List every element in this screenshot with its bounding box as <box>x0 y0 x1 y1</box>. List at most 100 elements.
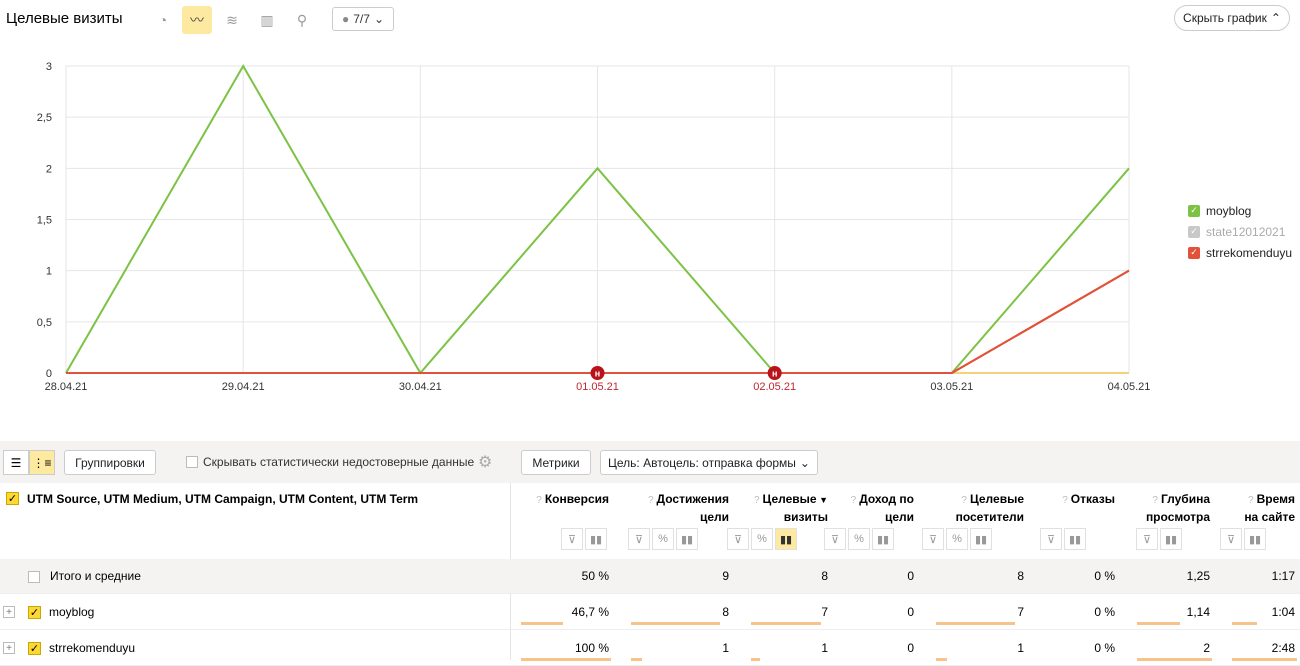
table-row[interactable]: + ✓ strrekomenduyu 100 % 1 1 0 1 0 % 2 2:48 <box>0 631 1300 666</box>
map-pin-icon[interactable]: ⚲ <box>296 11 308 28</box>
line-chart-icon[interactable]: 〰 <box>182 6 212 34</box>
column-header[interactable]: ? Доход по цели <box>851 491 914 525</box>
metric-cell: 1:17 <box>1271 569 1295 583</box>
help-icon[interactable]: ? <box>753 495 760 506</box>
funnel-icon[interactable]: ⊽ <box>1040 528 1062 550</box>
funnel-icon[interactable]: ⊽ <box>628 528 650 550</box>
percent-icon[interactable]: % <box>848 528 870 550</box>
chart-icon[interactable]: ▮▮ <box>1160 528 1182 550</box>
expand-icon[interactable]: + <box>3 642 15 654</box>
funnel-icon[interactable]: ⊽ <box>824 528 846 550</box>
metric-bar <box>1232 622 1258 625</box>
table-toolbar: ☰ ⋮≡ Группировки Скрывать статистически … <box>0 441 1300 483</box>
help-icon[interactable]: ? <box>1152 495 1158 506</box>
help-icon[interactable]: ? <box>536 495 542 506</box>
metric-bar <box>521 622 564 625</box>
funnel-icon[interactable]: ⊽ <box>922 528 944 550</box>
x-tick-label: 04.05.21 <box>1108 381 1151 393</box>
tree-view-button[interactable]: ⋮≡ <box>29 450 55 475</box>
list-view-button[interactable]: ☰ <box>3 450 29 475</box>
chart-icon[interactable]: ▮▮ <box>1064 528 1086 550</box>
column-header[interactable]: ? Время на сайте <box>1244 491 1295 525</box>
metric-cell: 1,14 <box>1186 605 1210 619</box>
column-header-label: Целевые <box>762 492 817 506</box>
chart-icon[interactable]: ▮▮ <box>872 528 894 550</box>
x-tick-label: 03.05.21 <box>930 381 973 393</box>
chart-icon[interactable]: ▮▮ <box>970 528 992 550</box>
hide-chart-button[interactable]: Скрыть график ⌃ <box>1174 5 1290 31</box>
metric-cell: 1:04 <box>1271 605 1295 619</box>
funnel-icon[interactable]: ⊽ <box>727 528 749 550</box>
metric-cell: 100 % <box>574 641 609 655</box>
metric-cell: 9 <box>722 569 729 583</box>
column-header-label: цели <box>699 510 729 524</box>
pie-chart-icon[interactable]: ◔ <box>158 12 168 28</box>
column-header-label: визиты <box>783 510 828 524</box>
chevron-down-icon: ⌄ <box>799 455 810 470</box>
column-header[interactable]: ? Достижения цели <box>648 491 729 525</box>
help-icon[interactable]: ? <box>961 495 967 506</box>
column-header[interactable]: ? Целевые посетители <box>956 491 1024 525</box>
hide-unreliable-checkbox[interactable]: Скрывать статистически недостоверные дан… <box>186 455 474 469</box>
area-chart-icon[interactable]: ≋ <box>226 11 238 28</box>
column-header-label: Глубина <box>1160 492 1210 506</box>
metric-cell: 1 <box>1017 641 1024 655</box>
row-checkbox[interactable] <box>28 571 40 583</box>
column-header-label: Время <box>1256 492 1295 506</box>
percent-icon[interactable]: % <box>751 528 773 550</box>
holiday-marker <box>767 366 782 380</box>
y-tick-label: 0 <box>46 368 52 380</box>
hide-unreliable-label: Скрывать статистически недостоверные дан… <box>203 455 475 469</box>
x-tick-label: 01.05.21 <box>576 381 619 393</box>
column-header-label: Целевые <box>969 492 1024 506</box>
expand-icon[interactable]: + <box>3 606 15 618</box>
y-tick-label: 2,5 <box>37 112 52 124</box>
row-checkbox[interactable]: ✓ <box>28 605 41 619</box>
column-header-label: на сайте <box>1244 510 1295 524</box>
metric-cell: 7 <box>821 605 828 619</box>
checkbox-icon: ✓ <box>1188 204 1200 217</box>
chart-icon[interactable]: ▮▮ <box>676 528 698 550</box>
help-icon[interactable]: ? <box>1248 495 1254 506</box>
chart-icon[interactable]: ▮▮ <box>1244 528 1266 550</box>
groupings-button[interactable]: Группировки <box>64 450 156 475</box>
y-tick-label: 2 <box>46 163 52 175</box>
legend-item-strrekomenduyu[interactable]: ✓ strrekomenduyu <box>1188 242 1292 263</box>
column-header[interactable]: ? Целевые ▼ визиты <box>754 491 828 525</box>
row-label-text: moyblog <box>49 605 95 619</box>
y-tick-label: 0,5 <box>37 317 52 329</box>
y-tick-label: 1,5 <box>37 215 52 227</box>
bar-chart-icon[interactable]: ▥ <box>260 11 274 28</box>
total-row-label: Итого и средние <box>50 569 141 583</box>
help-icon[interactable]: ? <box>850 495 857 506</box>
legend-item-moyblog[interactable]: ✓ moyblog <box>1188 200 1292 221</box>
chart-icon[interactable]: ▮▮ <box>775 528 797 550</box>
metric-cell: 8 <box>821 569 828 583</box>
column-header[interactable]: ? Глубина просмотра <box>1146 491 1210 525</box>
legend-label: moyblog <box>1206 203 1252 218</box>
sort-desc-icon[interactable]: ▼ <box>816 495 828 505</box>
funnel-icon[interactable]: ⊽ <box>1136 528 1158 550</box>
select-all-checkbox[interactable]: ✓ <box>6 492 19 505</box>
help-icon[interactable]: ? <box>1062 495 1068 506</box>
column-header[interactable]: ? Конверсия <box>536 491 609 509</box>
table-row[interactable]: + ✓ moyblog 46,7 % 8 7 0 7 0 % 1,14 1:04 <box>0 595 1300 630</box>
percent-icon[interactable]: % <box>652 528 674 550</box>
column-header[interactable]: ? Отказы <box>1062 491 1115 509</box>
funnel-icon[interactable]: ⊽ <box>561 528 583 550</box>
comments-dropdown[interactable]: ● 7/7 ⌄ <box>332 7 394 31</box>
legend-item-state12012021[interactable]: ✓ state12012021 <box>1188 221 1292 242</box>
holiday-marker-label: н <box>595 369 600 379</box>
table-header: ✓ UTM Source, UTM Medium, UTM Campaign, … <box>0 483 1300 559</box>
help-icon[interactable]: ? <box>647 495 654 506</box>
metrics-button[interactable]: Метрики <box>521 450 591 475</box>
legend-label: strrekomenduyu <box>1206 245 1293 260</box>
funnel-icon[interactable]: ⊽ <box>1220 528 1242 550</box>
chart-icon[interactable]: ▮▮ <box>585 528 607 550</box>
goal-select[interactable]: Цель: Автоцель: отправка формы ⌄ <box>600 450 818 475</box>
chart-title: Целевые визиты <box>6 10 123 27</box>
gear-icon[interactable]: ⚙ <box>478 454 493 471</box>
row-checkbox[interactable]: ✓ <box>28 641 41 655</box>
percent-icon[interactable]: % <box>946 528 968 550</box>
metric-cell: 1,25 <box>1186 569 1210 583</box>
